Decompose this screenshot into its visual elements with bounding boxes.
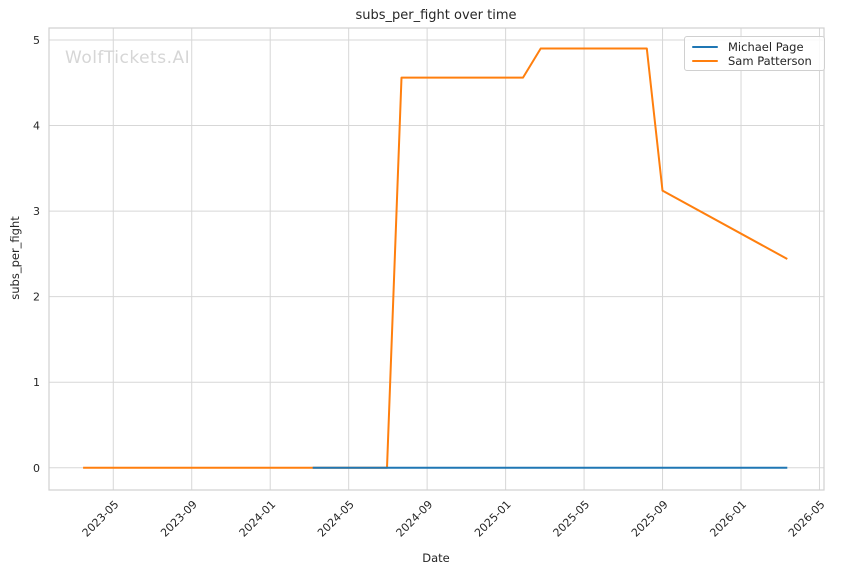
y-axis-label: subs_per_fight bbox=[8, 216, 22, 300]
x-tick-label: 2026-05 bbox=[786, 498, 828, 540]
y-tick-label: 1 bbox=[33, 376, 40, 389]
x-tick-label: 2023-09 bbox=[158, 498, 200, 540]
x-tick-label: 2026-01 bbox=[707, 498, 749, 540]
tick-labels: 2023-05 2023-09 2024-01 2024-05 2024-09 2025-… bbox=[33, 34, 828, 540]
y-tick-label: 4 bbox=[33, 120, 40, 133]
x-tick-label: 2024-01 bbox=[237, 498, 279, 540]
legend-label: Sam Patterson bbox=[728, 54, 812, 68]
y-tick-label: 5 bbox=[33, 34, 40, 47]
legend-item-sam-patterson: Sam Patterson bbox=[692, 54, 817, 68]
gridlines bbox=[49, 28, 824, 490]
x-axis-label: Date bbox=[422, 551, 450, 565]
series-line-sam-patterson bbox=[83, 47, 788, 469]
legend-label: Michael Page bbox=[728, 40, 804, 54]
series-lines bbox=[83, 47, 788, 469]
legend-line-swatch-orange bbox=[692, 59, 718, 63]
legend-item-michael-page: Michael Page bbox=[692, 40, 817, 54]
watermark: WolfTickets.AI bbox=[65, 48, 190, 68]
x-tick-label: 2023-05 bbox=[80, 498, 122, 540]
y-tick-label: 0 bbox=[33, 462, 40, 475]
plot-border bbox=[48, 27, 825, 491]
x-tick-label: 2025-05 bbox=[551, 498, 593, 540]
legend: Michael Page Sam Patterson bbox=[684, 36, 825, 71]
chart-title: subs_per_fight over time bbox=[355, 8, 516, 23]
x-tick-label: 2025-01 bbox=[472, 498, 514, 540]
x-tick-label: 2024-09 bbox=[394, 498, 436, 540]
y-tick-label: 2 bbox=[33, 291, 40, 304]
y-tick-label: 3 bbox=[33, 205, 40, 218]
x-tick-label: 2024-05 bbox=[315, 498, 357, 540]
x-tick-label: 2025-09 bbox=[629, 498, 671, 540]
legend-line-swatch-blue bbox=[692, 45, 718, 49]
